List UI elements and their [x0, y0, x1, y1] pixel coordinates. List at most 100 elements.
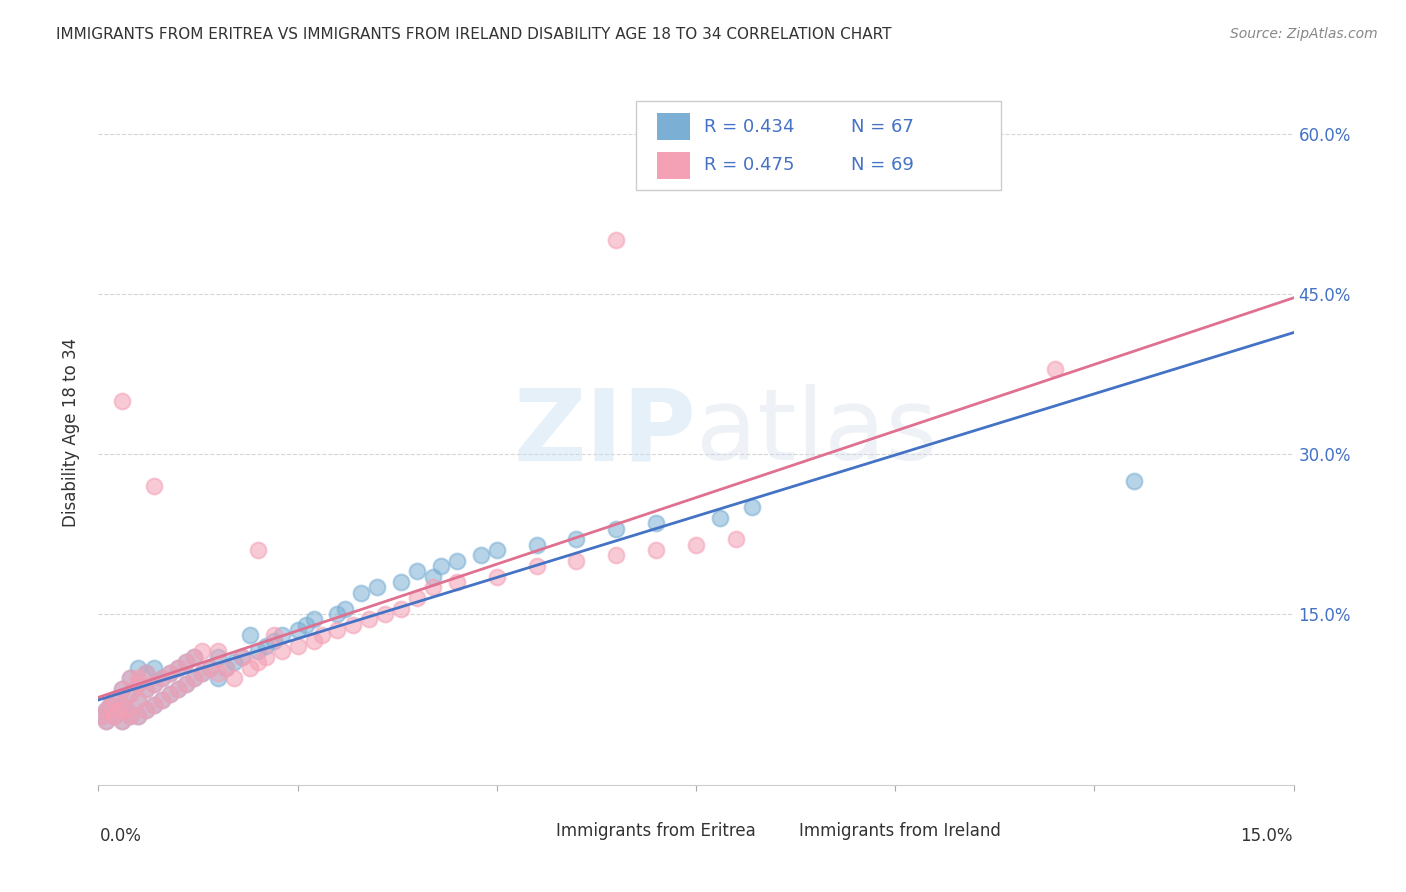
Point	[127, 671, 149, 685]
Text: Immigrants from Eritrea: Immigrants from Eritrea	[557, 822, 756, 839]
FancyBboxPatch shape	[765, 819, 792, 841]
Point	[127, 660, 149, 674]
Point	[335, 602, 357, 616]
Point	[159, 687, 181, 701]
Point	[741, 500, 763, 515]
Point	[254, 649, 277, 664]
Point	[167, 681, 190, 696]
Point	[120, 687, 142, 701]
Point	[167, 660, 190, 674]
Point	[645, 543, 668, 558]
Point	[645, 516, 668, 531]
Point	[709, 511, 731, 525]
Point	[127, 676, 149, 690]
Point	[231, 649, 253, 664]
Point	[127, 692, 149, 706]
FancyBboxPatch shape	[657, 153, 690, 179]
Point	[326, 607, 349, 621]
Point	[150, 671, 173, 685]
Point	[254, 639, 277, 653]
Point	[143, 660, 166, 674]
Point	[120, 687, 142, 701]
Point	[103, 692, 125, 706]
Point	[111, 714, 134, 728]
FancyBboxPatch shape	[637, 102, 1001, 189]
Point	[174, 655, 197, 669]
Point	[302, 633, 325, 648]
Point	[111, 714, 134, 728]
Point	[239, 628, 262, 642]
Point	[111, 698, 134, 712]
Point	[374, 607, 396, 621]
Point	[207, 644, 229, 658]
Point	[98, 698, 122, 712]
Point	[135, 665, 157, 680]
Text: Source: ZipAtlas.com: Source: ZipAtlas.com	[1230, 27, 1378, 41]
Point	[127, 708, 149, 723]
Point	[263, 633, 285, 648]
Point	[406, 591, 429, 606]
Point	[111, 698, 134, 712]
Point	[422, 570, 444, 584]
Point	[174, 676, 197, 690]
Point	[120, 708, 142, 723]
Point	[207, 665, 229, 680]
Point	[111, 681, 134, 696]
Point	[565, 554, 588, 568]
Point	[120, 671, 142, 685]
Point	[143, 676, 166, 690]
Point	[446, 575, 468, 590]
Point	[389, 602, 412, 616]
Point	[96, 703, 118, 717]
Point	[96, 714, 118, 728]
Point	[115, 703, 138, 717]
Point	[526, 538, 548, 552]
Point	[91, 708, 114, 723]
Text: IMMIGRANTS FROM ERITREA VS IMMIGRANTS FROM IRELAND DISABILITY AGE 18 TO 34 CORRE: IMMIGRANTS FROM ERITREA VS IMMIGRANTS FR…	[56, 27, 891, 42]
Point	[191, 665, 214, 680]
Point	[605, 522, 627, 536]
Text: R = 0.434: R = 0.434	[704, 118, 794, 136]
Point	[198, 660, 221, 674]
Text: 0.0%: 0.0%	[100, 827, 142, 846]
Point	[246, 644, 269, 658]
Point	[150, 692, 173, 706]
Point	[485, 570, 508, 584]
Point	[485, 543, 508, 558]
Point	[294, 617, 316, 632]
Point	[135, 703, 157, 717]
Point	[422, 581, 444, 595]
Point	[98, 698, 122, 712]
Point	[389, 575, 412, 590]
Point	[231, 649, 253, 664]
Text: N = 67: N = 67	[852, 118, 914, 136]
Point	[127, 708, 149, 723]
Point	[167, 660, 190, 674]
Point	[215, 660, 238, 674]
Point	[143, 479, 166, 493]
Point	[150, 671, 173, 685]
Point	[215, 660, 238, 674]
Point	[135, 665, 157, 680]
Point	[96, 703, 118, 717]
Point	[111, 681, 134, 696]
Point	[1123, 474, 1146, 488]
Point	[446, 554, 468, 568]
Y-axis label: Disability Age 18 to 34: Disability Age 18 to 34	[62, 338, 80, 527]
Point	[287, 639, 309, 653]
Point	[167, 681, 190, 696]
FancyBboxPatch shape	[523, 819, 548, 841]
Point	[350, 586, 373, 600]
Point	[96, 714, 118, 728]
Point	[111, 393, 134, 408]
Point	[127, 692, 149, 706]
Point	[120, 671, 142, 685]
Point	[191, 644, 214, 658]
Point	[207, 671, 229, 685]
Point	[115, 703, 138, 717]
Point	[342, 617, 364, 632]
Point	[107, 703, 129, 717]
Point	[724, 533, 747, 547]
Point	[183, 649, 205, 664]
Point	[159, 687, 181, 701]
